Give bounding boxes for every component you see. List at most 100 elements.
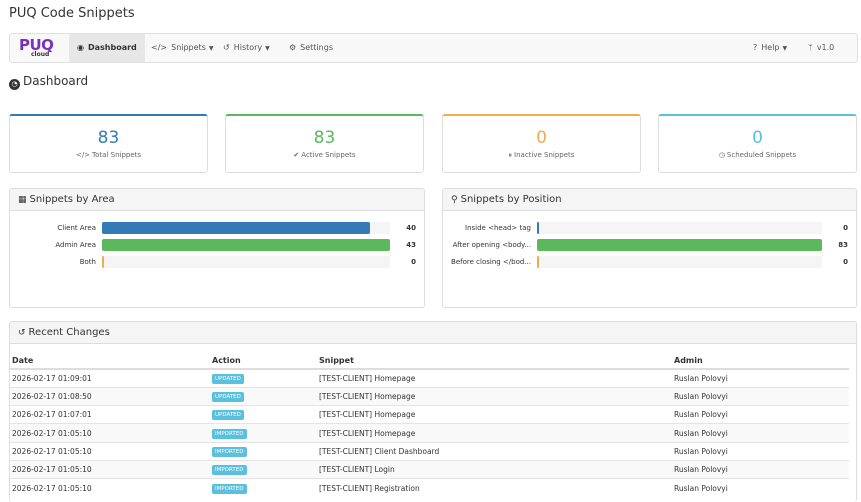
dashboard-icon: ◔	[9, 79, 20, 90]
action-badge: UPDATED	[212, 391, 244, 402]
pin-icon: ⚲	[451, 195, 458, 205]
cell-snippet: [TEST-CLIENT] Homepage	[317, 423, 672, 443]
action-badge: UPDATED	[212, 373, 244, 384]
pause-circle-icon: ⏸	[508, 151, 513, 159]
logo-sub: cloud	[31, 51, 50, 58]
cell-admin: Ruslan Polovyi	[672, 459, 849, 479]
cell-snippet: [TEST-CLIENT] Homepage	[317, 386, 672, 406]
cell-admin: Ruslan Polovyi	[672, 405, 849, 424]
table-row: 2026-02-17 01:08:50 UPDATED [TEST-CLIENT] …	[10, 386, 849, 406]
panel-title: Snippets by Area	[29, 194, 115, 205]
nav-settings[interactable]: ⚙ Settings	[289, 34, 333, 62]
cell-admin: Ruslan Polovyi	[672, 478, 849, 498]
nav-history-label: History	[233, 43, 263, 52]
bar-row: Admin Area 43	[10, 239, 424, 251]
cell-action: UPDATED	[210, 405, 317, 424]
bar-value: 40	[406, 224, 416, 232]
bar-label: Inside <head> tag	[465, 224, 531, 232]
code-icon: </>	[75, 151, 91, 159]
nav-history[interactable]: ↺ History ▼	[223, 34, 270, 62]
cell-snippet: [TEST-CLIENT] Login	[317, 459, 672, 479]
clock-icon: ◷	[718, 151, 725, 159]
table-row: 2026-02-17 01:07:01 UPDATED [TEST-CLIENT] …	[10, 405, 849, 424]
panel-header: ↺ Recent Changes	[10, 322, 856, 344]
cell-snippet: [TEST-CLIENT] Client Dashboard	[317, 441, 672, 461]
nav-help-label: Help	[761, 43, 780, 52]
branch-icon: ᛘ	[808, 43, 813, 52]
stat-value: 83	[97, 128, 120, 148]
code-icon: </>	[151, 43, 168, 52]
table-header-row: Date Action Snippet Admin	[10, 352, 849, 370]
stat-label: Total Snippets	[92, 151, 142, 159]
column-header: Snippet	[317, 352, 672, 370]
column-header: Action	[210, 352, 317, 370]
stat-label: Inactive Snippets	[514, 151, 575, 159]
cell-date: 2026-02-17 01:05:10	[10, 423, 210, 443]
recent-changes-table: Date Action Snippet Admin 2026-02-17 01:…	[10, 352, 849, 498]
stat-scheduled-snippets: 0 ◷ Scheduled Snippets	[658, 114, 857, 173]
nav-help[interactable]: ? Help ▼	[753, 34, 787, 62]
bar-label: Both	[79, 258, 96, 266]
stat-total-snippets: 83 </> Total Snippets	[9, 114, 208, 173]
panel-header: ▦ Snippets by Area	[10, 189, 424, 211]
bar-row: Inside <head> tag 0	[443, 222, 856, 234]
cell-action: IMPORTED	[210, 478, 317, 498]
cell-admin: Ruslan Polovyi	[672, 423, 849, 443]
cell-date: 2026-02-17 01:07:01	[10, 405, 210, 424]
bar-label: Before closing </bod...	[451, 258, 531, 266]
stat-value: 83	[313, 128, 336, 148]
brand-logo[interactable]: PUQ cloud	[19, 36, 61, 58]
bar-fill	[102, 222, 370, 234]
action-badge: IMPORTED	[212, 446, 247, 457]
check-circle-icon: ✔	[293, 151, 300, 159]
bar-fill	[537, 239, 822, 251]
bar-fill	[537, 256, 539, 268]
cell-action: UPDATED	[210, 368, 317, 388]
cell-action: IMPORTED	[210, 459, 317, 479]
nav-snippets[interactable]: </> Snippets ▼	[151, 34, 214, 62]
column-header: Date	[10, 352, 210, 370]
top-navbar: PUQ cloud ◉ Dashboard </> Snippets ▼ ↺ Histo…	[9, 33, 858, 63]
cell-admin: Ruslan Polovyi	[672, 368, 849, 388]
caret-down-icon: ▼	[208, 45, 214, 52]
gear-icon: ⚙	[289, 43, 297, 52]
cell-snippet: [TEST-CLIENT] Homepage	[317, 368, 672, 388]
table-row: 2026-02-17 01:05:10 IMPORTED [TEST-CLIENT]…	[10, 478, 849, 498]
stat-label: Active Snippets	[301, 151, 356, 159]
nav-dashboard[interactable]: ◉ Dashboard	[69, 34, 145, 62]
history-icon: ↺	[18, 328, 26, 338]
bar-value: 0	[843, 258, 848, 266]
bar-value: 83	[838, 241, 848, 249]
page-title: ◔ Dashboard	[9, 74, 88, 90]
action-badge: IMPORTED	[212, 428, 247, 439]
bar-row: After opening <body... 83	[443, 239, 856, 251]
table-row: 2026-02-17 01:09:01 UPDATED [TEST-CLIENT] …	[10, 368, 849, 388]
nav-version[interactable]: ᛘ v1.0	[808, 34, 834, 62]
recent-changes-body: 2026-02-17 01:09:01 UPDATED [TEST-CLIENT] …	[10, 368, 849, 498]
cell-date: 2026-02-17 01:05:10	[10, 478, 210, 498]
cell-action: IMPORTED	[210, 423, 317, 443]
table-row: 2026-02-17 01:05:10 IMPORTED [TEST-CLIENT]…	[10, 441, 849, 461]
stat-active-snippets: 83 ✔ Active Snippets	[225, 114, 424, 173]
bar-track	[102, 239, 390, 251]
cell-action: UPDATED	[210, 386, 317, 406]
bar-label: After opening <body...	[452, 241, 531, 249]
column-header: Admin	[672, 352, 849, 370]
bar-track	[537, 239, 822, 251]
table-row: 2026-02-17 01:05:10 IMPORTED [TEST-CLIENT]…	[10, 459, 849, 479]
stat-value: 0	[752, 128, 763, 148]
bar-label: Client Area	[57, 224, 96, 232]
bar-track	[102, 256, 390, 268]
caret-down-icon: ▼	[265, 45, 270, 52]
bar-row: Before closing </bod... 0	[443, 256, 856, 268]
bar-track	[537, 256, 822, 268]
nav-settings-label: Settings	[300, 43, 333, 52]
caret-down-icon: ▼	[782, 45, 788, 52]
nav-dashboard-label: Dashboard	[87, 43, 137, 52]
cell-snippet: [TEST-CLIENT] Registration	[317, 478, 672, 498]
bar-value: 0	[843, 224, 848, 232]
bar-fill	[537, 222, 539, 234]
logo-brand: PUQ	[19, 36, 54, 54]
page-title-text: Dashboard	[23, 74, 89, 88]
stat-inactive-snippets: 0 ⏸ Inactive Snippets	[442, 114, 641, 173]
